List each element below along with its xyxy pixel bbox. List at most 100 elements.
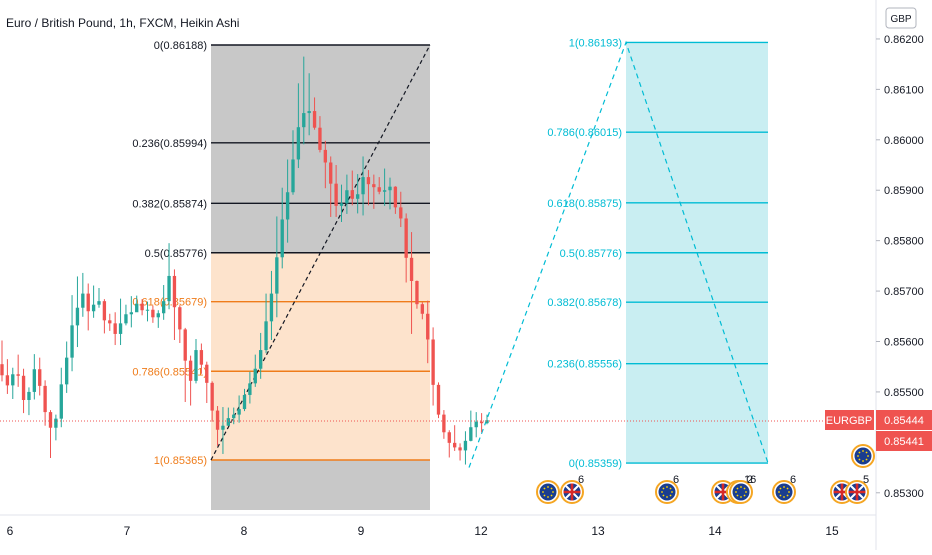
- candle[interactable]: [97, 301, 101, 305]
- candle[interactable]: [27, 391, 31, 400]
- candle[interactable]: [38, 369, 42, 386]
- candle[interactable]: [32, 369, 37, 392]
- time-axis[interactable]: 6 7 8 9 12 13 14 15: [7, 524, 839, 538]
- candle[interactable]: [479, 421, 484, 424]
- candle[interactable]: [183, 329, 187, 361]
- candle[interactable]: [156, 313, 160, 318]
- candle[interactable]: [253, 368, 257, 384]
- candle[interactable]: [81, 293, 85, 308]
- candle[interactable]: [415, 280, 419, 305]
- candle[interactable]: [226, 418, 231, 426]
- candle[interactable]: [275, 257, 279, 294]
- economic-event[interactable]: 5: [830, 474, 869, 504]
- candle[interactable]: [199, 350, 204, 365]
- candle[interactable]: [0, 364, 4, 376]
- candle[interactable]: [264, 321, 268, 351]
- candle[interactable]: [11, 374, 15, 386]
- candle[interactable]: [237, 409, 241, 415]
- candle[interactable]: [258, 350, 263, 369]
- candle[interactable]: [318, 127, 322, 150]
- candle[interactable]: [70, 325, 74, 358]
- candle[interactable]: [372, 184, 376, 188]
- fib-retracement-lower-zone[interactable]: [211, 252, 430, 460]
- candle[interactable]: [64, 357, 69, 385]
- candle[interactable]: [194, 350, 198, 381]
- candle[interactable]: [452, 442, 457, 448]
- candle[interactable]: [393, 186, 398, 208]
- projection-trend-line[interactable]: [468, 40, 769, 468]
- candle[interactable]: [5, 375, 10, 386]
- candle[interactable]: [161, 301, 166, 314]
- candle[interactable]: [382, 190, 387, 192]
- candle[interactable]: [388, 186, 392, 191]
- candle[interactable]: [43, 385, 47, 413]
- candle[interactable]: [135, 303, 139, 313]
- candle[interactable]: [447, 432, 451, 443]
- candle[interactable]: [21, 375, 26, 400]
- candle[interactable]: [118, 323, 123, 334]
- candle[interactable]: [221, 425, 225, 430]
- candle[interactable]: [280, 219, 284, 258]
- candle[interactable]: [431, 339, 435, 385]
- candle[interactable]: [113, 323, 117, 334]
- candle[interactable]: [167, 275, 171, 302]
- candle[interactable]: [474, 421, 478, 428]
- candle[interactable]: [102, 301, 107, 321]
- economic-event[interactable]: [851, 444, 875, 468]
- candle[interactable]: [215, 410, 220, 430]
- candle[interactable]: [361, 177, 365, 195]
- candle[interactable]: [210, 382, 214, 411]
- candle[interactable]: [188, 360, 193, 381]
- candle[interactable]: [355, 194, 360, 199]
- candle[interactable]: [16, 374, 20, 376]
- candle[interactable]: [399, 207, 403, 219]
- candle[interactable]: [285, 192, 290, 220]
- candle[interactable]: [48, 412, 53, 428]
- candle[interactable]: [91, 304, 96, 312]
- candle[interactable]: [404, 218, 408, 258]
- candle[interactable]: [269, 293, 274, 322]
- candle[interactable]: [302, 113, 306, 128]
- candle[interactable]: [140, 303, 144, 311]
- candle[interactable]: [334, 183, 338, 206]
- candle[interactable]: [108, 320, 112, 324]
- economic-event[interactable]: 6: [655, 474, 679, 504]
- candle[interactable]: [296, 127, 301, 160]
- currency-badge[interactable]: [885, 7, 917, 29]
- candle[interactable]: [75, 307, 80, 326]
- candle[interactable]: [339, 203, 344, 206]
- candle[interactable]: [436, 384, 441, 415]
- candle[interactable]: [366, 177, 371, 185]
- candle[interactable]: [469, 427, 473, 441]
- candle[interactable]: [323, 149, 328, 163]
- candle[interactable]: [312, 111, 317, 128]
- candle[interactable]: [59, 384, 63, 419]
- economic-event[interactable]: 2: [729, 474, 753, 504]
- candle[interactable]: [458, 447, 462, 451]
- candle[interactable]: [426, 313, 430, 340]
- candle[interactable]: [463, 440, 468, 451]
- candle[interactable]: [420, 304, 425, 314]
- candle[interactable]: [151, 309, 155, 318]
- candle[interactable]: [124, 314, 128, 324]
- candle[interactable]: [442, 414, 446, 433]
- economic-event[interactable]: 6: [536, 474, 584, 504]
- price-axis[interactable]: 0.86200 0.86100 0.86000 0.85900 0.85800 0.857…: [876, 34, 924, 500]
- economic-event[interactable]: 6: [772, 474, 796, 504]
- candle[interactable]: [350, 190, 354, 199]
- candle[interactable]: [86, 293, 90, 312]
- candle[interactable]: [485, 420, 489, 424]
- candle[interactable]: [377, 187, 381, 192]
- candle[interactable]: [329, 162, 333, 184]
- candle[interactable]: [242, 394, 247, 410]
- candle[interactable]: [145, 309, 150, 311]
- candle[interactable]: [345, 190, 349, 204]
- candle[interactable]: [178, 307, 182, 330]
- candle[interactable]: [307, 111, 311, 114]
- candle[interactable]: [248, 383, 252, 395]
- candle[interactable]: [205, 364, 209, 383]
- candle[interactable]: [291, 159, 295, 193]
- candle[interactable]: [232, 414, 236, 419]
- candle[interactable]: [409, 257, 414, 281]
